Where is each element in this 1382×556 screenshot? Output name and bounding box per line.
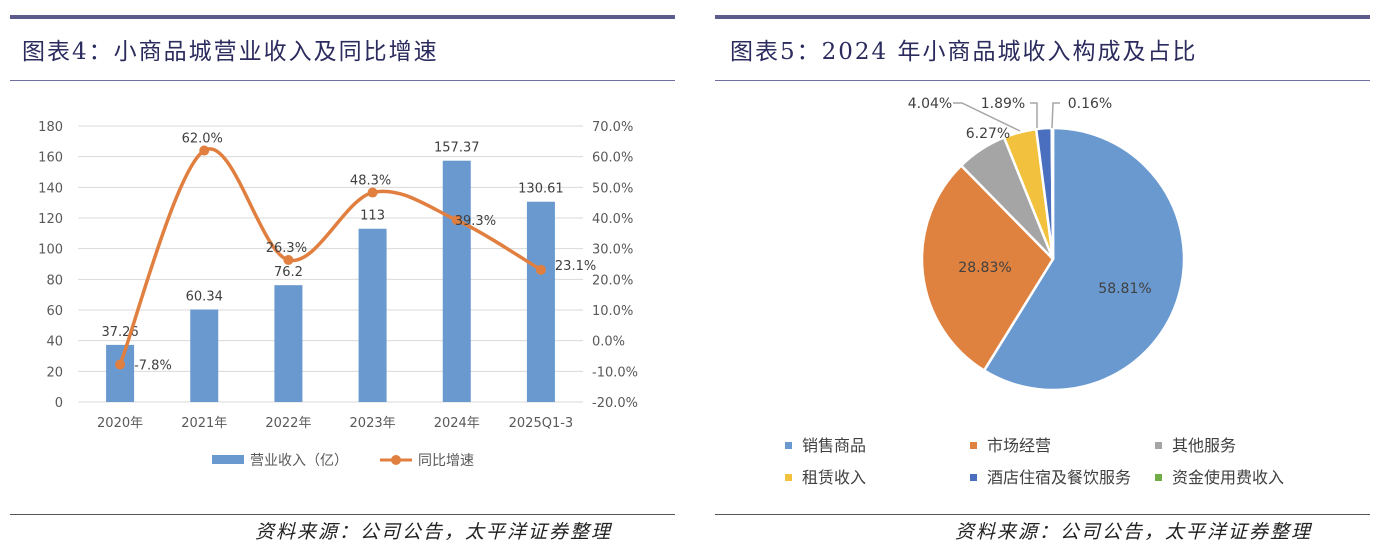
y-tick-label: 40	[46, 335, 63, 350]
legend-label: 销售商品	[802, 436, 866, 455]
y2-tick-label: 10.0%	[592, 304, 633, 319]
chart-title: 图表5：2024 年小商品城收入构成及占比	[730, 39, 1198, 65]
bar	[190, 309, 219, 402]
y-tick-label: 180	[38, 120, 63, 135]
legend-swatch	[785, 442, 792, 449]
growth-point	[199, 145, 210, 156]
line-data-label: 23.1%	[555, 259, 596, 274]
title-rule	[715, 80, 1370, 81]
pie-data-label: 1.89%	[981, 96, 1025, 112]
pie-data-label: 6.27%	[966, 126, 1010, 142]
x-tick-label: 2021年	[181, 416, 227, 431]
line-data-label: 39.3%	[455, 214, 496, 229]
y2-tick-label: 60.0%	[592, 151, 633, 166]
legend-line-label: 同比增速	[418, 453, 474, 469]
pie-chart: 58.81% 28.83% 6.27% 4.04% 1.89% 0.16% 销售商品 市场经营…	[785, 96, 1284, 487]
x-tick-label: 2024年	[434, 416, 480, 431]
y2-tick-label: 0.0%	[592, 335, 625, 350]
growth-line	[118, 147, 542, 366]
bar	[442, 160, 471, 402]
bar-data-label: 157.37	[434, 141, 480, 156]
pie-data-label: 28.83%	[958, 260, 1011, 276]
line-data-label: 26.3%	[266, 241, 307, 256]
legend-swatch	[970, 442, 977, 449]
top-rule	[10, 15, 675, 19]
x-tick-label: 2025Q1-3	[509, 416, 574, 431]
growth-point	[115, 359, 126, 370]
bottom-rule	[715, 514, 1370, 515]
pie-data-label: 58.81%	[1098, 281, 1151, 297]
y2-tick-label: 50.0%	[592, 181, 633, 196]
bar	[274, 285, 303, 402]
x-tick-label: 2023年	[350, 416, 396, 431]
legend-bar-label: 营业收入（亿）	[250, 453, 348, 469]
source-note: 资料来源：公司公告，太平洋证券整理	[255, 521, 613, 543]
legend-bar-swatch	[212, 455, 244, 464]
legend-label: 租赁收入	[802, 468, 866, 487]
growth-point	[451, 215, 462, 226]
growth-point	[535, 264, 546, 275]
y2-tick-label: 70.0%	[592, 120, 633, 135]
leader-line	[953, 102, 1021, 132]
combo-chart: 0 20 40 60 80 100 120 140 160 180 -20.0% -10.0% 0.0%…	[38, 120, 638, 469]
line-data-label: 48.3%	[350, 174, 391, 189]
growth-point	[283, 255, 294, 266]
y2-tick-label: 40.0%	[592, 212, 633, 227]
bar	[106, 344, 135, 402]
y-tick-label: 100	[38, 243, 63, 258]
y-tick-label: 140	[38, 181, 63, 196]
legend-swatch	[1155, 442, 1162, 449]
x-tick-label: 2020年	[97, 416, 143, 431]
legend-swatch	[1155, 474, 1162, 481]
bar-data-label: 130.61	[518, 182, 564, 197]
growth-point	[367, 187, 378, 198]
y2-tick-label: -10.0%	[592, 365, 638, 380]
pie-slice	[920, 163, 1055, 373]
y-tick-label: 0	[55, 396, 63, 411]
source-note: 资料来源：公司公告，太平洋证券整理	[955, 521, 1313, 543]
chart-title: 图表4：小商品城营业收入及同比增速	[22, 39, 439, 65]
bar-data-label: 60.34	[186, 289, 223, 304]
pie-data-label: 4.04%	[908, 96, 952, 112]
line-data-label: 62.0%	[182, 132, 223, 147]
leader-line	[1030, 102, 1038, 128]
bar	[526, 201, 555, 402]
pie-slice	[1050, 126, 1055, 260]
title-rule	[10, 80, 675, 81]
pie-slice	[982, 126, 1186, 392]
bottom-rule	[10, 514, 675, 515]
legend-swatch	[970, 474, 977, 481]
y-tick-label: 160	[38, 151, 63, 166]
y-tick-label: 120	[38, 212, 63, 227]
bar	[358, 228, 387, 402]
legend-label: 其他服务	[1172, 436, 1236, 455]
left-panel: 图表4：小商品城营业收入及同比增速 0 20 40 60 80 100 120 140 160 1…	[0, 0, 690, 556]
bar-data-label: 76.2	[274, 265, 303, 280]
legend-label: 市场经营	[987, 436, 1051, 455]
pie-data-label: 0.16%	[1068, 96, 1112, 112]
legend-line-marker	[391, 455, 401, 465]
line-data-label: -7.8%	[134, 359, 172, 374]
y2-tick-label: 20.0%	[592, 273, 633, 288]
legend-swatch	[785, 474, 792, 481]
right-panel: 图表5：2024 年小商品城收入构成及占比 58.81% 28.83% 6.27% 4…	[700, 0, 1382, 556]
top-rule	[715, 15, 1370, 19]
leader-line	[1051, 102, 1060, 129]
bar-data-label: 113	[360, 209, 385, 224]
y-tick-label: 80	[46, 273, 63, 288]
y2-tick-label: -20.0%	[592, 396, 638, 411]
x-tick-label: 2022年	[265, 416, 311, 431]
legend-label: 酒店住宿及餐饮服务	[987, 468, 1131, 487]
y-tick-label: 20	[46, 365, 63, 380]
y2-tick-label: 30.0%	[592, 243, 633, 258]
y-tick-label: 60	[46, 304, 63, 319]
legend-label: 资金使用费收入	[1172, 468, 1284, 487]
